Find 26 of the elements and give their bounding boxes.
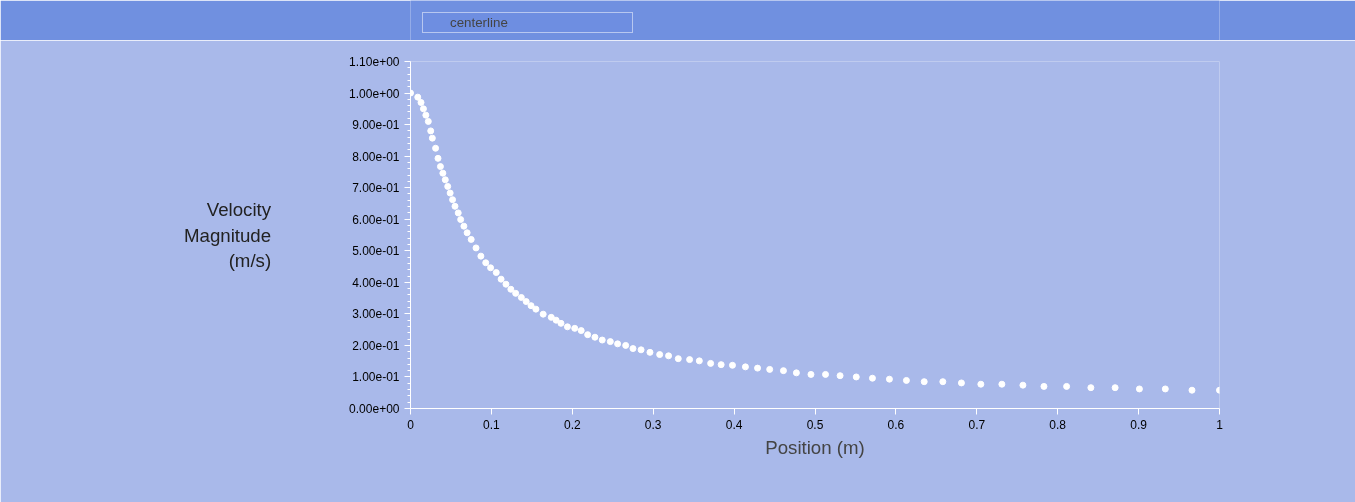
y-tick-label: 0.00e+00 [349, 402, 400, 416]
x-tick-label: 0.1 [483, 417, 501, 432]
y-tick-label: 2.00e-01 [352, 338, 400, 353]
text: centerline [450, 15, 509, 30]
x-tick-label: 1 [1216, 417, 1224, 432]
x-tick-label: 0 [407, 417, 415, 432]
x-tick-label: 0.7 [968, 417, 986, 432]
y-tick-label: 1.10e+00 [349, 55, 400, 69]
y-tick-label: 3.00e-01 [352, 307, 400, 322]
y-tick-label: 7.00e-01 [352, 181, 400, 196]
y-tick-label: 1.00e+00 [349, 86, 400, 101]
x-tick-label: 0.4 [725, 417, 743, 432]
y-axis-title: Velocity Magnitude (m/s) [183, 199, 272, 271]
y-tick-label: 8.00e-01 [352, 149, 400, 164]
x-tick-label: 0.2 [563, 417, 581, 432]
x-tick-label: 0.5 [806, 417, 824, 432]
y-tick-label: 6.00e-01 [352, 212, 400, 227]
y-tick-label: 1.00e-01 [352, 370, 400, 385]
x-tick-label: 0.9 [1130, 417, 1148, 432]
x-axis-title: Position (m) [765, 436, 865, 458]
x-tick-label: 0.8 [1049, 417, 1067, 432]
x-tick-label: 0.3 [644, 417, 662, 432]
x-tick-label: 0.6 [887, 417, 905, 432]
y-tick-label: 4.00e-01 [352, 275, 400, 290]
y-tick-label: 5.00e-01 [352, 244, 400, 259]
y-tick-label: 9.00e-01 [352, 118, 400, 133]
